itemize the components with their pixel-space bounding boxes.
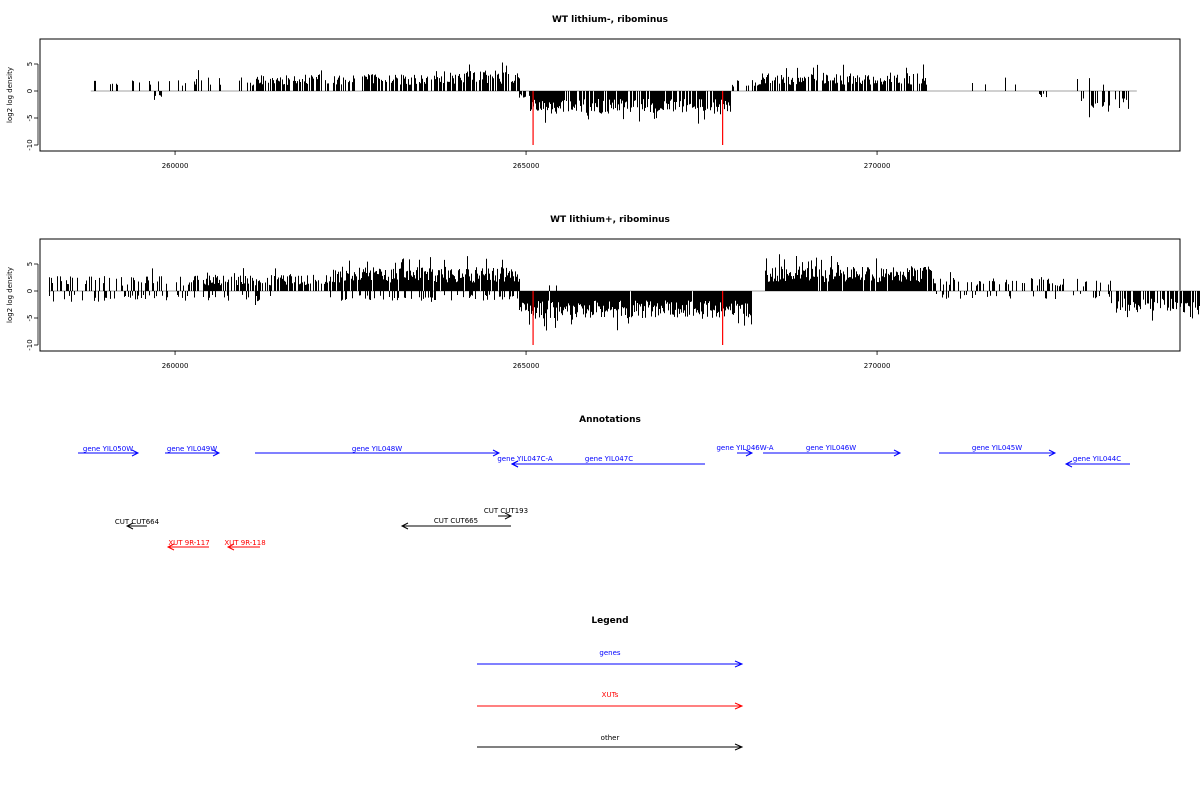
- legend-label: other: [601, 734, 620, 742]
- annotation-item: XUT 9R-118: [224, 539, 266, 551]
- legend-item-other: other: [477, 734, 744, 751]
- panel-title: WT lithium-, ribominus: [552, 15, 668, 25]
- plot-frame: [39, 38, 1181, 152]
- annotation-item: XUT 9R-117: [166, 539, 210, 551]
- x-axis: 260000 265000 270000: [162, 151, 891, 170]
- y-tick-label: 0: [26, 89, 34, 93]
- annotation-item: gene YIL047C: [510, 455, 705, 468]
- track-panel-lithium-minus: WT lithium-, ribominus log2 log density …: [6, 15, 1181, 170]
- annotation-label: gene YIL049W: [167, 445, 217, 453]
- arrow-head-icon: [734, 702, 744, 710]
- annotation-label: gene YIL044C: [1073, 455, 1121, 463]
- legend-title: Legend: [591, 616, 628, 626]
- arrow-head-icon: [734, 743, 744, 751]
- x-tick-label: 260000: [162, 162, 189, 170]
- signal-bars: [90, 62, 1137, 124]
- annotation-label: XUT 9R-117: [168, 539, 209, 547]
- annotation-item: gene YIL044C: [1064, 455, 1130, 468]
- arrow-head-icon: [166, 543, 175, 551]
- annotation-item: gene YIL046W-A: [716, 444, 774, 457]
- x-tick-label: 270000: [864, 162, 891, 170]
- track-panel-lithium-plus: WT lithium+, ribominus log2 log density …: [6, 215, 1200, 370]
- arrow-head-icon: [734, 660, 744, 668]
- y-axis-label: log2 log density: [6, 67, 14, 123]
- annotation-label: gene YIL045W: [972, 444, 1022, 452]
- annotation-item: CUT CUT664: [115, 518, 160, 530]
- annotation-label: gene YIL046W: [806, 444, 856, 452]
- y-tick-label: -5: [26, 315, 34, 322]
- arrow-head-icon: [226, 543, 235, 551]
- legend: Legend genes XUTs other: [477, 616, 744, 751]
- y-tick-label: 5: [26, 62, 34, 66]
- annotation-item: gene YIL048W: [255, 445, 501, 457]
- annotation-label: gene YIL046W-A: [716, 444, 773, 452]
- legend-item-genes: genes: [477, 649, 744, 668]
- annotation-label: gene YIL047C: [585, 455, 633, 463]
- x-tick-label: 260000: [162, 362, 189, 370]
- annotation-label: gene YIL048W: [352, 445, 402, 453]
- arrow-head-icon: [745, 449, 754, 457]
- arrow-head-icon: [1048, 449, 1057, 457]
- arrow-head-icon: [1064, 460, 1073, 468]
- arrow-head-icon: [400, 522, 409, 530]
- arrow-head-icon: [492, 449, 501, 457]
- annotation-label: CUT CUT665: [434, 517, 478, 525]
- legend-label: genes: [599, 649, 620, 657]
- signal-bars: [48, 254, 1200, 331]
- annotation-item: gene YIL050W: [78, 445, 140, 457]
- arrow-head-icon: [510, 460, 519, 468]
- annotation-item: CUT CUT193: [484, 507, 528, 520]
- y-tick-label: -10: [26, 339, 34, 350]
- y-tick-label: 0: [26, 289, 34, 293]
- annotation-label: CUT CUT193: [484, 507, 528, 515]
- x-tick-label: 270000: [864, 362, 891, 370]
- annotation-item: gene YIL045W: [939, 444, 1057, 457]
- y-axis: 5 0 -5 -10: [26, 262, 39, 351]
- annotations-panel: Annotations gene YIL050W gene YIL049W ge…: [78, 415, 1130, 551]
- annotation-item: gene YIL047C-A: [497, 455, 553, 468]
- annotation-item: gene YIL049W: [165, 445, 221, 457]
- y-tick-label: 5: [26, 262, 34, 266]
- annotation-label: CUT CUT664: [115, 518, 160, 526]
- annotation-label: XUT 9R-118: [224, 539, 265, 547]
- x-axis: 260000 265000 270000: [162, 351, 891, 370]
- red-markers: [532, 91, 724, 145]
- arrow-head-icon: [131, 449, 140, 457]
- red-markers: [532, 291, 724, 345]
- arrow-head-icon: [893, 449, 902, 457]
- y-axis: 5 0 -5 -10: [26, 62, 39, 151]
- y-axis-label: log2 log density: [6, 267, 14, 323]
- annotation-item: gene YIL046W: [763, 444, 902, 457]
- annotation-label: gene YIL050W: [83, 445, 133, 453]
- x-tick-label: 265000: [513, 162, 540, 170]
- arrow-head-icon: [212, 449, 221, 457]
- annotation-item: CUT CUT665: [400, 517, 511, 530]
- annotation-label: gene YIL047C-A: [497, 455, 553, 463]
- annotations-title: Annotations: [579, 415, 641, 425]
- y-tick-label: -10: [26, 139, 34, 150]
- legend-item-xuts: XUTs: [477, 691, 744, 710]
- x-tick-label: 265000: [513, 362, 540, 370]
- legend-label: XUTs: [602, 691, 619, 699]
- arrow-head-icon: [504, 512, 513, 520]
- y-tick-label: -5: [26, 115, 34, 122]
- arrow-head-icon: [125, 522, 134, 530]
- panel-title: WT lithium+, ribominus: [550, 215, 670, 225]
